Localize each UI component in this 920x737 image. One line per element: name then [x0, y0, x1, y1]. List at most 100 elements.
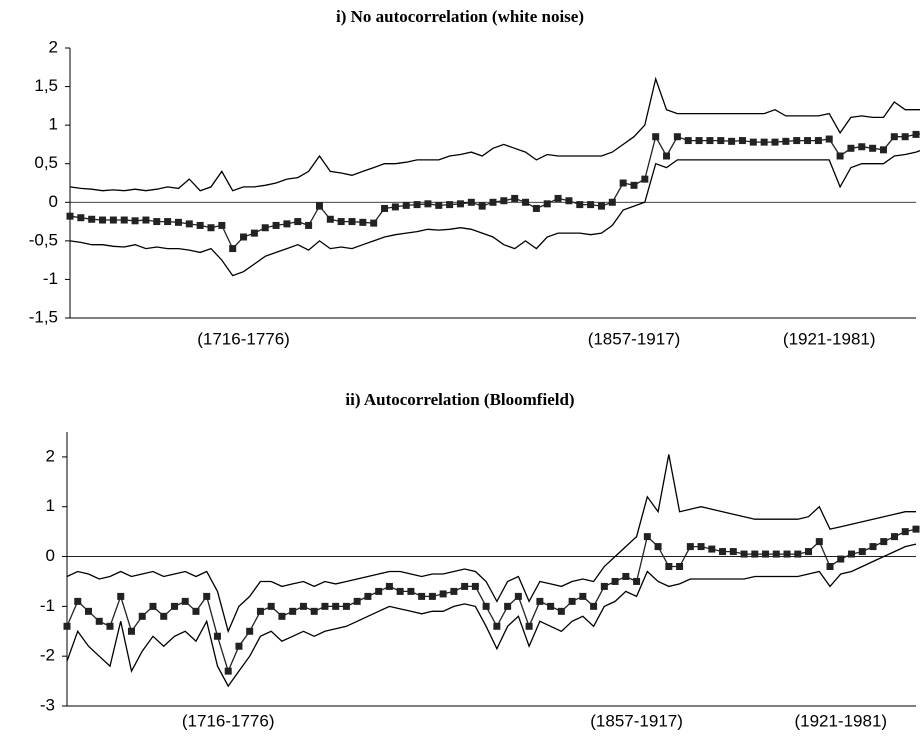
point-marker: [77, 214, 85, 222]
point-marker: [633, 577, 641, 585]
point-marker: [793, 137, 801, 145]
point-marker: [665, 563, 673, 571]
point-marker: [164, 218, 172, 226]
point-marker: [294, 218, 302, 226]
point-marker: [697, 543, 705, 551]
point-marker: [353, 597, 361, 605]
point-marker: [643, 533, 651, 541]
point-marker: [565, 197, 573, 205]
point-marker: [880, 538, 888, 546]
point-marker: [783, 550, 791, 558]
point-marker: [267, 602, 275, 610]
point-marker: [708, 545, 716, 553]
point-marker: [203, 592, 211, 600]
point-marker: [418, 592, 426, 600]
point-marker: [391, 203, 399, 211]
x-tick-label: (1921-1981): [783, 329, 876, 348]
point-marker: [246, 627, 254, 635]
point-marker: [359, 218, 367, 226]
point-marker: [525, 622, 533, 630]
y-tick-label: 1: [49, 115, 58, 134]
point-marker: [95, 617, 103, 625]
series-line: [66, 454, 916, 634]
point-marker: [299, 602, 307, 610]
point-marker: [250, 229, 258, 237]
point-marker: [170, 602, 178, 610]
point-marker: [676, 563, 684, 571]
point-marker: [348, 218, 356, 226]
point-marker: [673, 133, 681, 141]
point-marker: [381, 204, 389, 212]
point-marker: [794, 550, 802, 558]
point-marker: [554, 194, 562, 202]
point-marker: [504, 602, 512, 610]
point-marker: [337, 218, 345, 226]
point-marker: [272, 221, 280, 229]
point-marker: [332, 602, 340, 610]
point-marker: [912, 130, 920, 138]
point-marker: [106, 622, 114, 630]
chart-title: ii) Autocorrelation (Bloomfield): [345, 390, 574, 409]
point-marker: [522, 198, 530, 206]
point-marker: [847, 144, 855, 152]
point-marker: [641, 175, 649, 183]
point-marker: [901, 133, 909, 141]
point-marker: [229, 245, 237, 253]
point-marker: [207, 224, 215, 232]
point-marker: [749, 138, 757, 146]
point-marker: [611, 577, 619, 585]
x-tick-label: (1921-1981): [794, 711, 887, 730]
point-marker: [740, 550, 748, 558]
point-marker: [142, 216, 150, 224]
point-marker: [305, 221, 313, 229]
point-marker: [99, 216, 107, 224]
y-tick-label: 0: [46, 546, 55, 565]
point-marker: [213, 632, 221, 640]
point-marker: [869, 144, 877, 152]
point-marker: [439, 590, 447, 598]
point-marker: [364, 592, 372, 600]
point-marker: [153, 218, 161, 226]
point-marker: [192, 607, 200, 615]
point-marker: [532, 204, 540, 212]
point-marker: [160, 612, 168, 620]
point-marker: [869, 543, 877, 551]
point-marker: [402, 201, 410, 209]
point-marker: [836, 152, 844, 160]
point-marker: [117, 592, 125, 600]
y-tick-label: -2: [40, 646, 55, 665]
y-tick-label: -1: [40, 596, 55, 615]
point-marker: [511, 194, 519, 202]
y-tick-label: 2: [49, 37, 58, 56]
x-tick-label: (1716-1776): [182, 711, 275, 730]
y-tick-label: 1,5: [34, 76, 58, 95]
point-marker: [235, 642, 243, 650]
point-marker: [579, 592, 587, 600]
point-marker: [760, 138, 768, 146]
point-marker: [478, 202, 486, 210]
point-marker: [321, 602, 329, 610]
point-marker: [805, 548, 813, 556]
point-marker: [407, 587, 415, 595]
point-marker: [370, 219, 378, 227]
point-marker: [890, 133, 898, 141]
point-marker: [326, 215, 334, 223]
point-marker: [196, 221, 204, 229]
point-marker: [461, 582, 469, 590]
point-marker: [686, 543, 694, 551]
point-marker: [482, 602, 490, 610]
y-tick-label: -1: [43, 269, 58, 288]
point-marker: [728, 137, 736, 145]
point-marker: [424, 200, 432, 208]
point-marker: [695, 137, 703, 145]
point-marker: [901, 528, 909, 536]
point-marker: [74, 597, 82, 605]
point-marker: [826, 563, 834, 571]
point-marker: [88, 215, 96, 223]
point-marker: [568, 597, 576, 605]
point-marker: [174, 218, 182, 226]
point-marker: [684, 137, 692, 145]
point-marker: [729, 548, 737, 556]
point-marker: [413, 201, 421, 209]
y-tick-label: -3: [40, 695, 55, 714]
